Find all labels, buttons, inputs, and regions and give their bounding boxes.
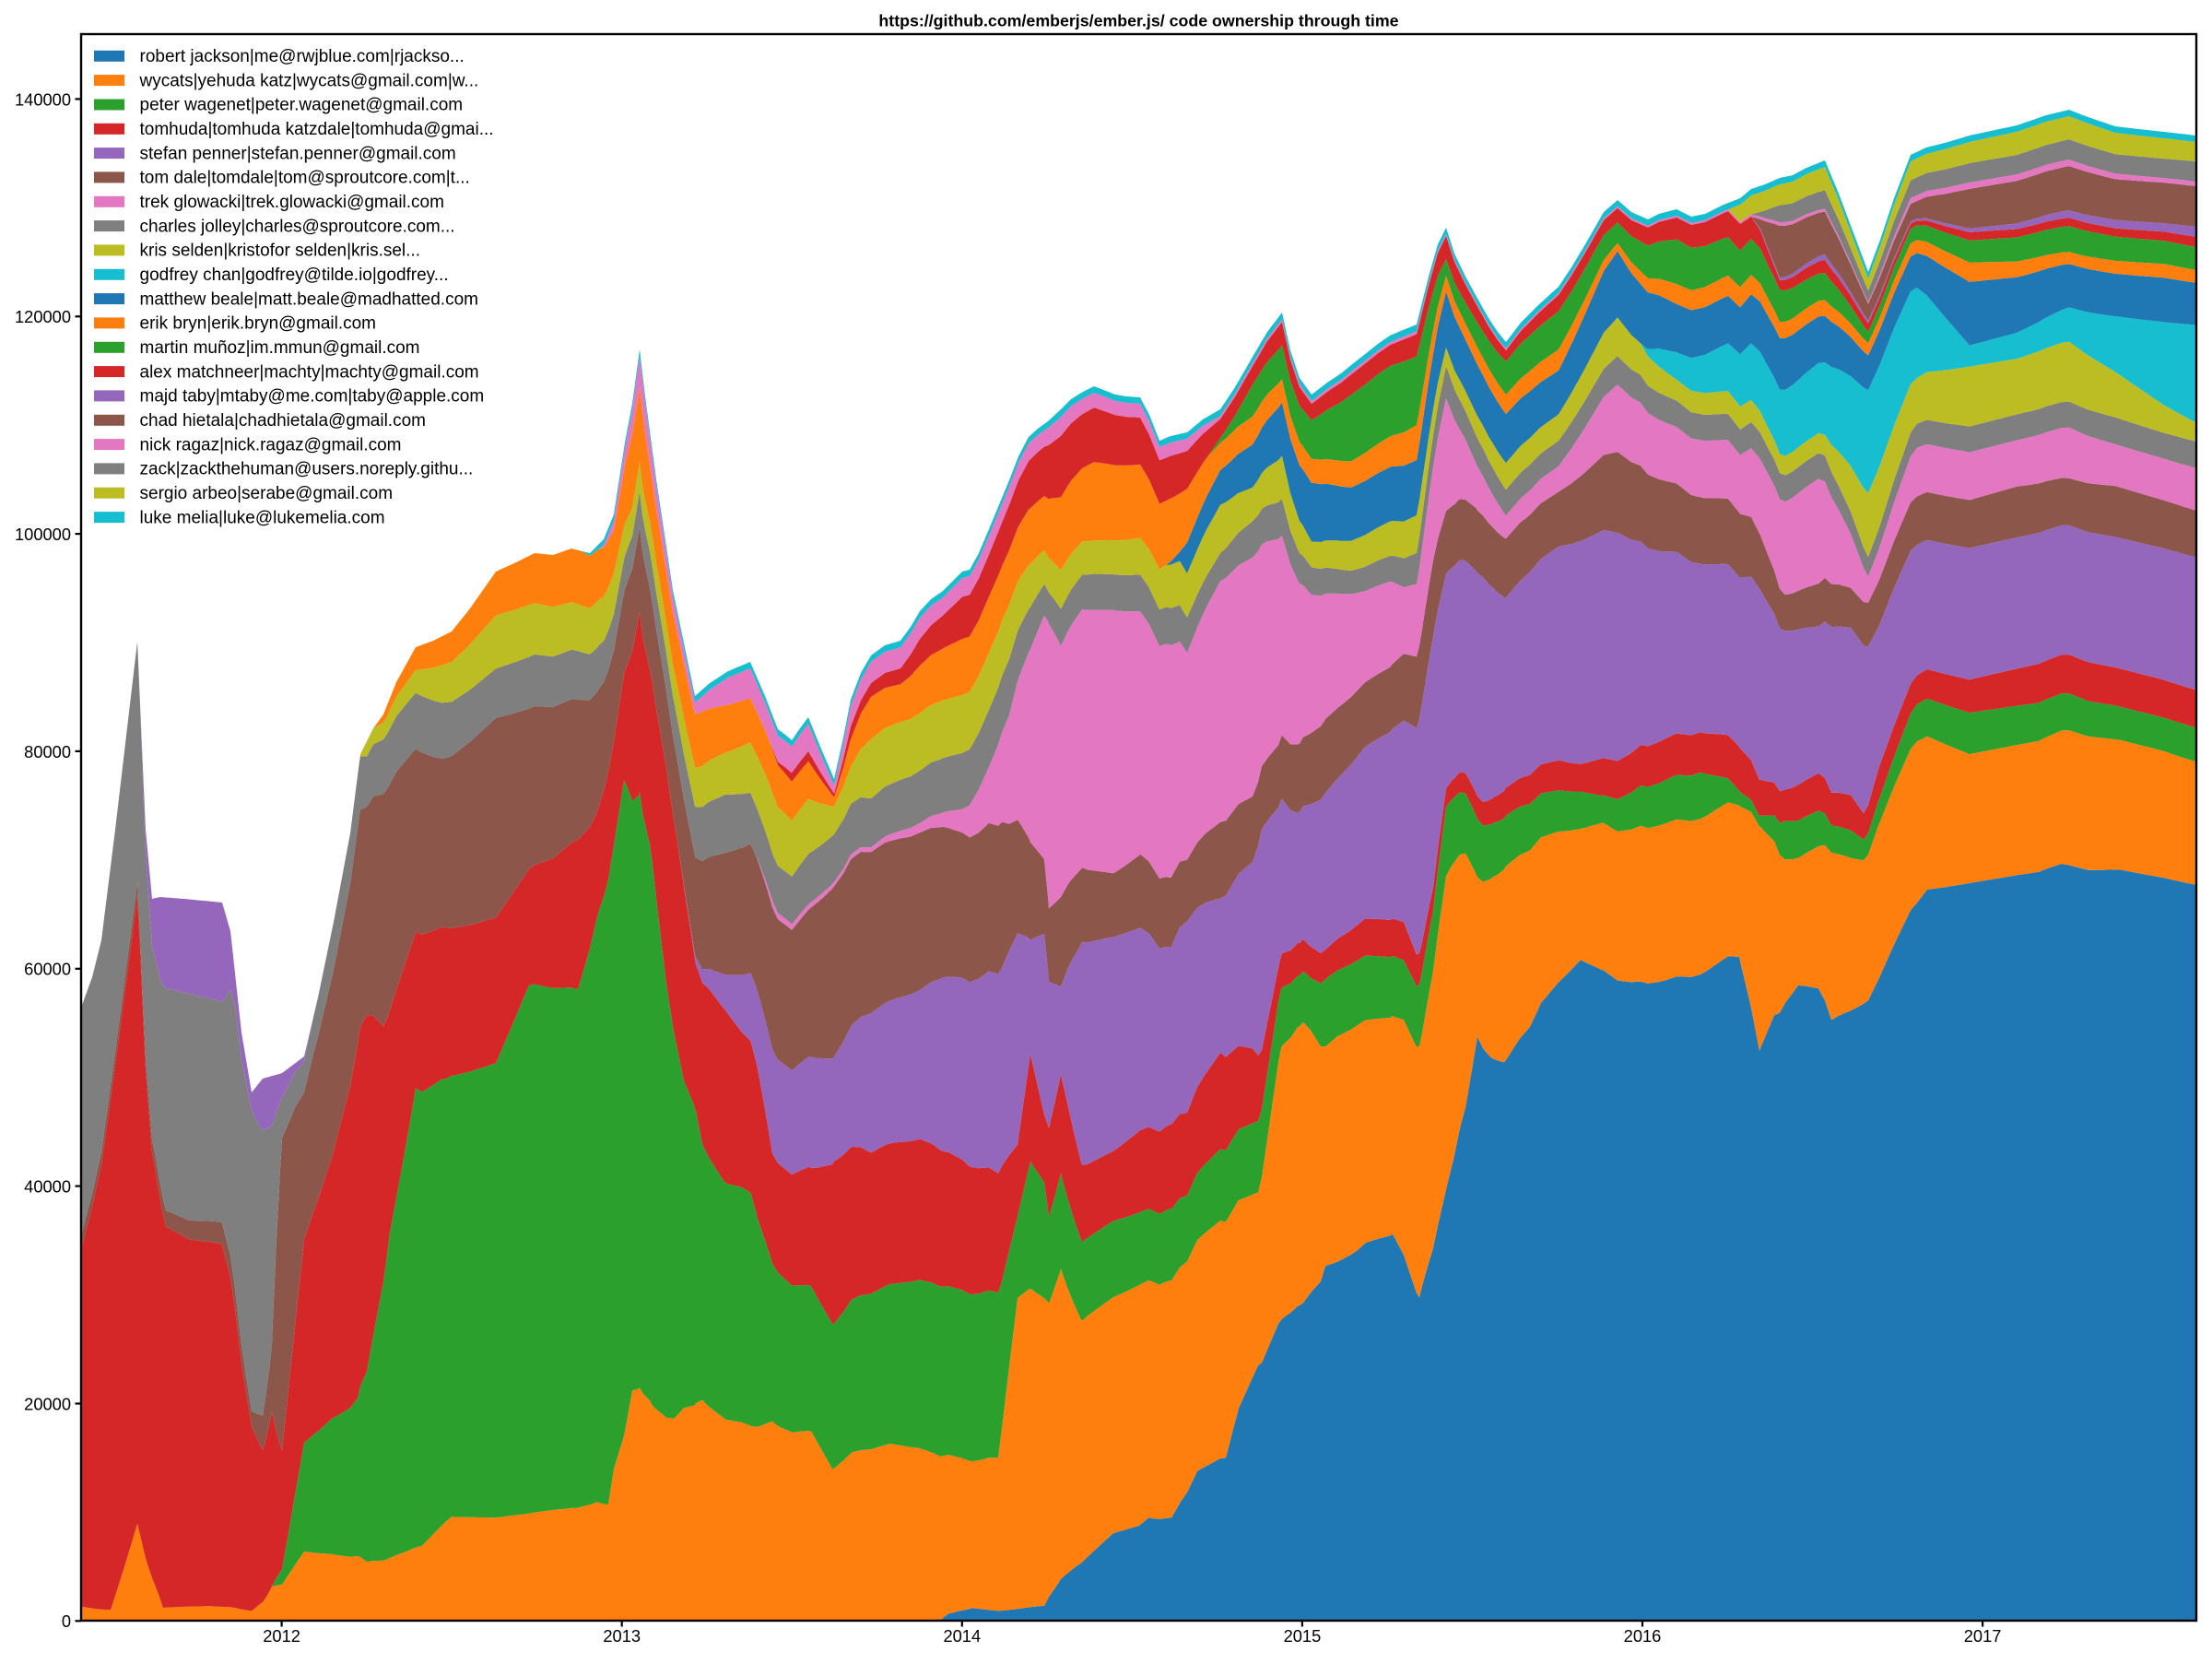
svg-text:2017: 2017 xyxy=(1964,1626,2002,1646)
svg-text:charles jolley|charles@sproutc: charles jolley|charles@sproutcore.com... xyxy=(140,217,455,236)
svg-text:2016: 2016 xyxy=(1624,1626,1662,1646)
svg-text:40000: 40000 xyxy=(24,1177,71,1197)
svg-text:nick ragaz|nick.ragaz@gmail.co: nick ragaz|nick.ragaz@gmail.com xyxy=(140,435,402,454)
svg-text:chad hietala|chadhietala@gmail: chad hietala|chadhietala@gmail.com xyxy=(140,411,426,431)
svg-text:matthew beale|matt.beale@madha: matthew beale|matt.beale@madhatted.com xyxy=(140,289,478,309)
svg-text:tomhuda|tomhuda katzdale|tomhu: tomhuda|tomhuda katzdale|tomhuda@gmai... xyxy=(140,120,494,139)
svg-text:wycats|yehuda katz|wycats@gmai: wycats|yehuda katz|wycats@gmail.com|w... xyxy=(139,71,479,90)
svg-text:alex matchneer|machty|machty@g: alex matchneer|machty|machty@gmail.com xyxy=(140,362,479,382)
svg-text:140000: 140000 xyxy=(15,89,71,109)
svg-text:godfrey chan|godfrey@tilde.io|: godfrey chan|godfrey@tilde.io|godfrey... xyxy=(140,266,449,285)
svg-text:https://github.com/emberjs/emb: https://github.com/emberjs/ember.js/ cod… xyxy=(878,12,1398,30)
svg-text:2015: 2015 xyxy=(1284,1626,1322,1646)
svg-text:stefan penner|stefan.penner@gm: stefan penner|stefan.penner@gmail.com xyxy=(140,144,456,163)
svg-text:luke melia|luke@lukemelia.com: luke melia|luke@lukemelia.com xyxy=(140,508,385,527)
svg-text:tom dale|tomdale|tom@sproutcor: tom dale|tomdale|tom@sproutcore.com|t... xyxy=(140,169,470,188)
svg-text:0: 0 xyxy=(62,1611,71,1631)
svg-text:100000: 100000 xyxy=(15,525,71,544)
svg-text:80000: 80000 xyxy=(24,742,71,761)
svg-text:erik bryn|erik.bryn@gmail.com: erik bryn|erik.bryn@gmail.com xyxy=(140,314,377,334)
svg-text:robert jackson|me@rwjblue.com|: robert jackson|me@rwjblue.com|rjackso... xyxy=(140,47,465,66)
svg-text:2014: 2014 xyxy=(943,1626,981,1646)
svg-text:60000: 60000 xyxy=(24,960,71,979)
svg-text:kris selden|kristofor selden|k: kris selden|kristofor selden|kris.sel... xyxy=(140,242,420,261)
svg-text:20000: 20000 xyxy=(24,1394,71,1413)
svg-text:2012: 2012 xyxy=(263,1626,300,1646)
svg-text:120000: 120000 xyxy=(15,307,71,326)
svg-text:peter wagenet|peter.wagenet@gm: peter wagenet|peter.wagenet@gmail.com xyxy=(140,96,464,115)
svg-text:majd taby|mtaby@me.com|taby@ap: majd taby|mtaby@me.com|taby@apple.com xyxy=(140,387,485,407)
svg-text:martin muñoz|im.mmun@gmail.com: martin muñoz|im.mmun@gmail.com xyxy=(140,338,420,358)
svg-text:2013: 2013 xyxy=(603,1626,641,1646)
svg-text:zack|zackthehuman@users.norepl: zack|zackthehuman@users.noreply.githu... xyxy=(140,460,474,479)
svg-text:trek glowacki|trek.glowacki@gm: trek glowacki|trek.glowacki@gmail.com xyxy=(140,193,444,212)
svg-text:sergio arbeo|serabe@gmail.com: sergio arbeo|serabe@gmail.com xyxy=(140,484,394,503)
